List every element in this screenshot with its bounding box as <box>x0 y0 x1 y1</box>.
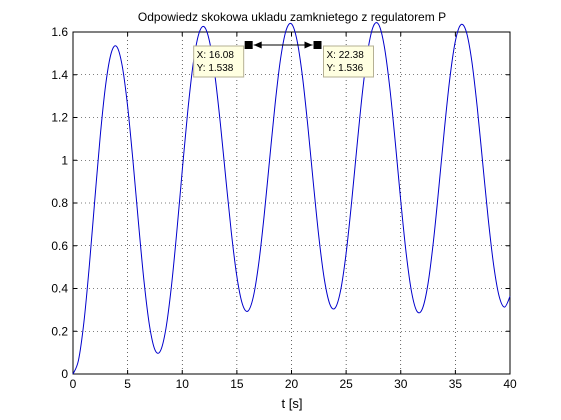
x-tick-label: 30 <box>394 377 408 391</box>
y-tick-label: 0.6 <box>51 239 68 253</box>
datatip-arrow-left <box>253 41 262 49</box>
y-tick-label: 0.4 <box>51 282 68 296</box>
y-tick-label: 1 <box>61 153 68 167</box>
datatips[interactable]: X: 16.08 Y: 1.538 X: 22.38 Y: 1.536 <box>193 41 375 78</box>
datatip[interactable]: X: 22.38 Y: 1.536 <box>313 41 375 78</box>
x-tick-label: 20 <box>285 377 299 391</box>
datatip-x-text: X: 16.08 <box>197 50 235 61</box>
datatip-box[interactable] <box>193 45 245 78</box>
y-tick-label: 1.4 <box>51 68 68 82</box>
x-tick-label: 35 <box>449 377 463 391</box>
y-tick-label: 0.8 <box>51 196 68 210</box>
datatip-y-text: Y: 1.536 <box>327 63 364 74</box>
chart-title: Odpowiedz skokowa ukladu zamknietego z r… <box>138 10 446 24</box>
datatip-marker[interactable] <box>313 41 322 49</box>
x-tick-label: 10 <box>176 377 190 391</box>
datatip[interactable]: X: 16.08 Y: 1.538 <box>193 41 253 78</box>
grid <box>73 32 510 374</box>
x-tick-label: 25 <box>339 377 353 391</box>
ticks: 0 5 10 15 20 25 30 35 40 0 0.2 0.4 0.6 0.8 1 1.2 1.4 1.6 <box>51 25 517 391</box>
datatip-box[interactable] <box>323 45 375 78</box>
datatip-arrow-right <box>304 41 313 49</box>
y-tick-label: 1.6 <box>51 25 68 39</box>
series-line <box>72 22 511 375</box>
x-tick-label: 5 <box>124 377 131 391</box>
y-tick-label: 0 <box>61 367 68 381</box>
x-axis-label: t [s] <box>282 396 303 411</box>
datatip-y-text: Y: 1.538 <box>197 63 234 74</box>
y-tick-label: 1.2 <box>51 111 68 125</box>
x-tick-label: 15 <box>230 377 244 391</box>
x-tick-label: 0 <box>70 377 77 391</box>
datatip-x-text: X: 22.38 <box>327 50 365 61</box>
x-tick-label: 40 <box>503 377 517 391</box>
y-tick-label: 0.2 <box>51 324 68 338</box>
plot-frame <box>72 31 511 375</box>
datatip-marker[interactable] <box>244 41 253 49</box>
